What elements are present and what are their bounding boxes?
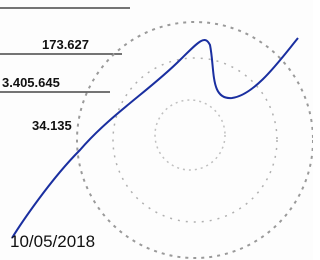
date: 10/05/2018 <box>10 232 95 252</box>
figure: 3.405.645 <box>2 75 60 90</box>
document-fragment: 173.627 3.405.645 34.135 10/05/2018 <box>0 0 313 260</box>
figure: 173.627 <box>42 37 89 52</box>
stamp-inner <box>113 58 277 222</box>
stamp-emblem <box>155 100 225 170</box>
figure: 34.135 <box>32 118 72 133</box>
